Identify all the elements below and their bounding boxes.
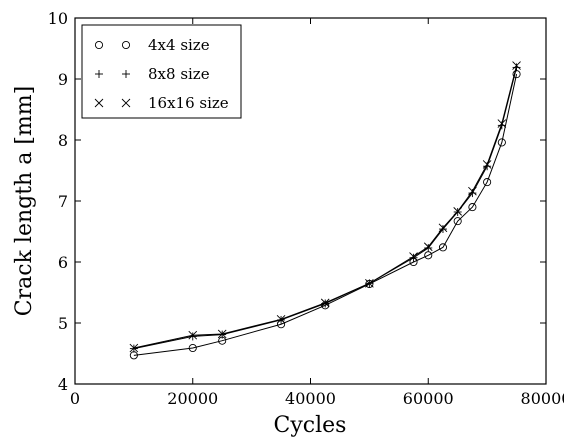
x-tick-label: 40000	[285, 389, 336, 408]
data-point-x-9	[453, 207, 463, 216]
y-tick-label: 10	[48, 9, 68, 28]
data-point-x-12	[497, 119, 507, 128]
data-point-circle-8	[438, 243, 448, 252]
data-point-circle-11	[483, 178, 492, 187]
data-point-plus-8	[438, 225, 447, 234]
series-line-x	[133, 65, 518, 349]
x-tick-label: 20000	[167, 389, 218, 408]
data-point-x-0	[129, 343, 139, 353]
y-tick-label: 8	[58, 131, 68, 150]
y-tick-label: 5	[58, 314, 68, 333]
axis-ticks: 0 20000 40000 60000 80000 4 5 6 7 8 9 10	[48, 9, 564, 408]
y-tick-label: 7	[58, 192, 68, 211]
data-point-plus-1	[188, 332, 197, 341]
data-point-circle-12	[497, 138, 506, 147]
legend-marker-circle-right	[121, 40, 131, 50]
legend-marker-plus-left	[95, 70, 103, 78]
data-point-x-2	[217, 329, 227, 339]
data-point-x-3	[276, 315, 286, 324]
legend-marker-x-left	[94, 98, 104, 108]
legend-marker-x-right	[121, 98, 131, 108]
x-tick-label: 0	[70, 389, 80, 408]
data-point-x-8	[438, 223, 448, 233]
data-point-x-7	[423, 242, 433, 252]
data-point-circle-10	[468, 203, 477, 212]
legend-label: 8x8 size	[148, 65, 210, 83]
data-point-x-1	[188, 330, 198, 340]
y-tick-label: 6	[58, 253, 68, 272]
x-axis-label: Cycles	[274, 413, 347, 438]
x-tick-label: 80000	[521, 389, 564, 408]
data-point-x-6	[409, 252, 418, 261]
legend-label: 4x4 size	[148, 36, 210, 54]
data-point-x-10	[468, 186, 477, 196]
y-tick-label: 9	[58, 70, 68, 89]
legend-label: 16x16 size	[148, 94, 229, 112]
legend-marker-plus-right	[122, 70, 130, 78]
data-point-circle-9	[453, 217, 462, 226]
data-point-x-13	[512, 61, 521, 70]
plot-area	[129, 61, 521, 360]
y-tick-label: 4	[58, 375, 68, 394]
data-point-x-4	[320, 298, 330, 308]
data-point-x-5	[365, 279, 374, 288]
data-point-x-11	[482, 160, 492, 169]
series-line-circle	[133, 74, 518, 356]
y-axis-label: Crack length a [mm]	[12, 86, 37, 316]
series-line-plus	[133, 67, 518, 350]
x-tick-label: 60000	[403, 389, 454, 408]
legend: 4x4 size 8x8 size 16x16 size	[81, 24, 242, 119]
legend-box	[81, 24, 242, 119]
data-point-circle-1	[188, 343, 197, 353]
legend-marker-circle-left	[94, 40, 104, 50]
